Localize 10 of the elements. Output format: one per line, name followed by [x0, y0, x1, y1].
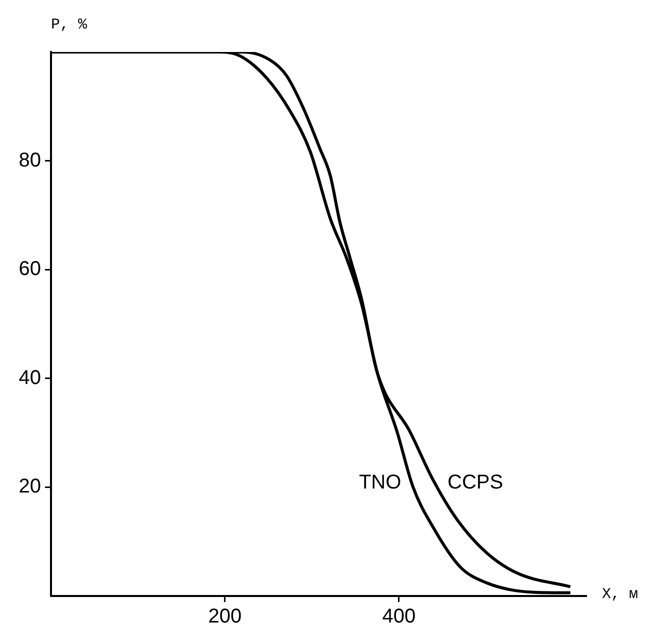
y-tick-label: 40: [18, 366, 41, 389]
x-tick-label: 200: [208, 606, 242, 628]
y-tick-label: 60: [18, 258, 41, 280]
y-tick-label: 20: [18, 476, 41, 498]
x-tick-label: 400: [382, 606, 416, 628]
series-label: TNO: [358, 472, 402, 494]
y-axis-title: P, %: [51, 16, 88, 34]
x-axis-title: X, м: [602, 586, 638, 603]
series-label: CCPS: [448, 472, 504, 494]
y-tick-label: 80: [18, 149, 41, 172]
